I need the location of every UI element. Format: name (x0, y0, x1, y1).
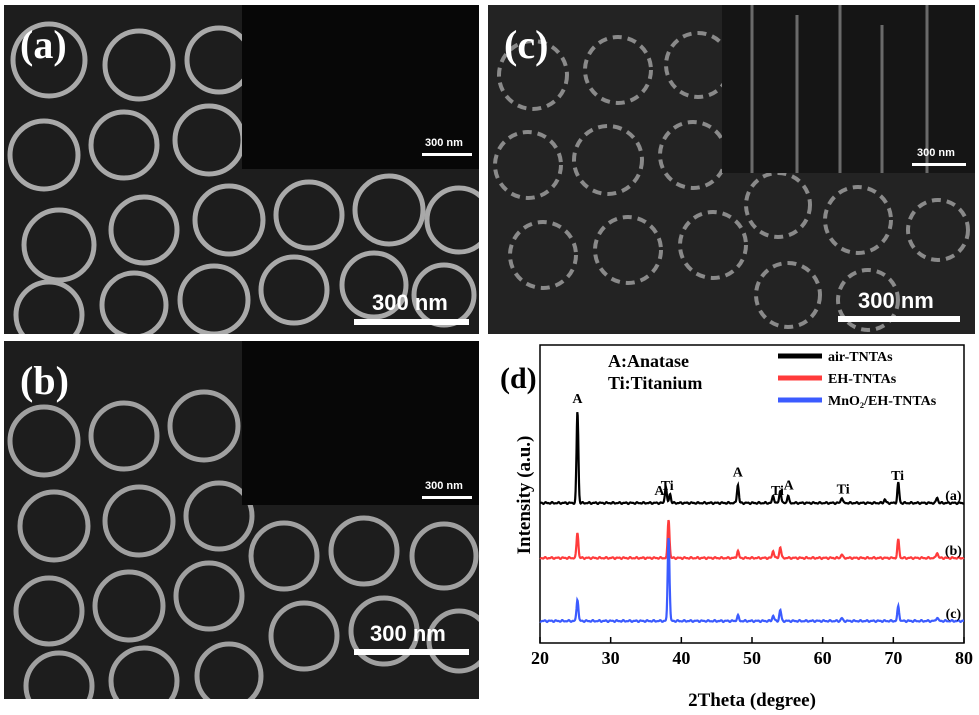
scale-bar-b (354, 649, 469, 655)
scale-bar-a (354, 319, 469, 325)
series-tag-1: (a) (945, 489, 962, 504)
inset-image-c: 300 nm (722, 5, 975, 173)
plot-frame (539, 344, 965, 644)
inset-scale-bar-c (912, 163, 966, 166)
sem-panel-a: 300 nm (a) 300 nm (4, 5, 479, 334)
inset-image-a: 300 nm (242, 5, 479, 169)
panel-label-c: (c) (504, 22, 549, 67)
inset-image-b: 300 nm (242, 341, 479, 505)
legend-label-3: MnO₂/EH-TNTAs (828, 394, 937, 409)
inset-scale-label-a: 300 nm (425, 137, 463, 149)
peak-label: A (654, 484, 665, 499)
panel-label-b: (b) (20, 358, 69, 403)
series-tag-3: (c) (946, 607, 962, 622)
legend-label-1: air-TNTAs (828, 350, 893, 365)
peak-label: Ti (837, 482, 850, 497)
x-tick-label: 70 (884, 648, 902, 668)
legend: air-TNTAs EH-TNTAs MnO₂/EH-TNTAs (778, 350, 937, 409)
legend-label-2: EH-TNTAs (828, 372, 897, 387)
key-titanium: Ti:Titanium (608, 373, 702, 393)
panel-label-d: (d) (500, 362, 537, 395)
x-axis-label: 2Theta (degree) (688, 690, 816, 711)
series-line-3 (539, 537, 964, 624)
key-anatase: A:Anatase (608, 351, 689, 371)
scale-bar-c (838, 316, 960, 322)
y-axis-label: Intensity (a.u.) (514, 436, 535, 555)
x-tick-label: 50 (743, 648, 761, 668)
peak-label: A (784, 479, 795, 494)
series-line-1 (540, 411, 965, 506)
sem-panel-b: 300 nm (b) 300 nm (4, 341, 479, 699)
scale-label-b: 300 nm (370, 621, 446, 646)
peak-label: Ti (661, 479, 674, 494)
sem-panel-c: 300 nm (c) 300 nm (488, 5, 975, 334)
inset-texture-c (750, 5, 929, 173)
peak-label: A (572, 392, 583, 407)
scale-label-c: 300 nm (858, 288, 934, 313)
traces: (a) (b) (c) (539, 411, 965, 624)
scale-label-a: 300 nm (372, 290, 448, 315)
series-tag-2: (b) (945, 544, 962, 559)
x-tick-label: 20 (531, 648, 549, 668)
peak-label: Ti (891, 469, 904, 484)
peak-label: A (733, 466, 744, 481)
inset-scale-bar-b (422, 496, 472, 499)
x-tick-label: 30 (602, 648, 620, 668)
peak-label: Ti (771, 484, 784, 499)
x-tick-label: 60 (814, 648, 832, 668)
x-tick-label: 80 (955, 648, 973, 668)
inset-scale-label-b: 300 nm (425, 480, 463, 492)
inset-scale-label-c: 300 nm (917, 147, 955, 159)
x-ticks: 20 30 40 50 60 70 80 (531, 637, 973, 668)
nanotube-texture-b (4, 341, 479, 699)
inset-scale-bar-a (422, 153, 472, 156)
series-line-2 (539, 519, 965, 561)
x-tick-label: 40 (672, 648, 690, 668)
panel-label-a: (a) (20, 22, 67, 67)
